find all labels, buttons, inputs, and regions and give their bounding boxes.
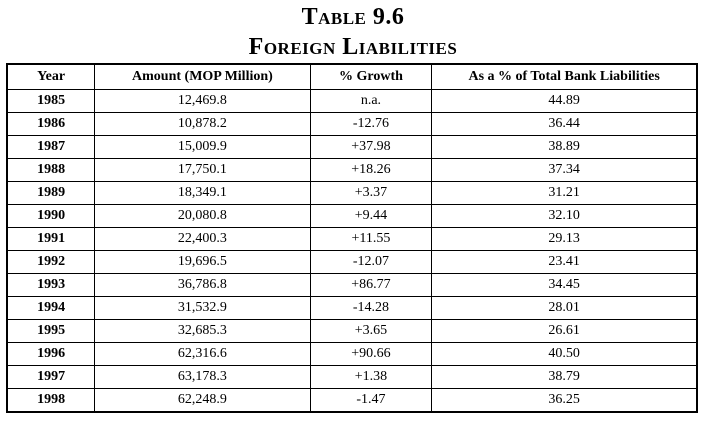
- table-row: 1991 22,400.3 +11.55 29.13: [6, 227, 698, 251]
- cell-year: 1986: [6, 112, 96, 136]
- cell-year: 1985: [6, 89, 96, 113]
- table-row: 1992 19,696.5 -12.07 23.41: [6, 250, 698, 274]
- cell-year: 1997: [6, 365, 96, 389]
- cell-pct-total: 38.89: [431, 135, 698, 159]
- cell-growth: -12.07: [309, 250, 433, 274]
- cell-amount: 20,080.8: [94, 204, 311, 228]
- cell-year: 1991: [6, 227, 96, 251]
- header-growth: % Growth: [309, 63, 433, 90]
- table-row: 1993 36,786.8 +86.77 34.45: [6, 273, 698, 297]
- cell-amount: 10,878.2: [94, 112, 311, 136]
- table-row: 1989 18,349.1 +3.37 31.21: [6, 181, 698, 205]
- table-row: 1994 31,532.9 -14.28 28.01: [6, 296, 698, 320]
- cell-year: 1996: [6, 342, 96, 366]
- table-row: 1998 62,248.9 -1.47 36.25: [6, 388, 698, 413]
- table-subtitle: Foreign Liabilities: [248, 34, 458, 60]
- cell-amount: 36,786.8: [94, 273, 311, 297]
- cell-pct-total: 36.44: [431, 112, 698, 136]
- table-row: 1997 63,178.3 +1.38 38.79: [6, 365, 698, 389]
- cell-growth: n.a.: [309, 89, 433, 113]
- cell-pct-total: 37.34: [431, 158, 698, 182]
- cell-growth: +86.77: [309, 273, 433, 297]
- cell-amount: 12,469.8: [94, 89, 311, 113]
- cell-pct-total: 34.45: [431, 273, 698, 297]
- header-pct-total: As a % of Total Bank Liabilities: [431, 63, 698, 90]
- table-row: 1985 12,469.8 n.a. 44.89: [6, 89, 698, 113]
- cell-pct-total: 29.13: [431, 227, 698, 251]
- cell-amount: 63,178.3: [94, 365, 311, 389]
- cell-pct-total: 38.79: [431, 365, 698, 389]
- table-title: Table 9.6: [301, 4, 405, 30]
- cell-year: 1994: [6, 296, 96, 320]
- cell-pct-total: 28.01: [431, 296, 698, 320]
- header-amount: Amount (MOP Million): [94, 63, 311, 90]
- cell-amount: 18,349.1: [94, 181, 311, 205]
- cell-growth: -1.47: [309, 388, 433, 413]
- header-row: Year Amount (MOP Million) % Growth As a …: [6, 63, 698, 90]
- cell-amount: 19,696.5: [94, 250, 311, 274]
- cell-amount: 62,316.6: [94, 342, 311, 366]
- cell-year: 1995: [6, 319, 96, 343]
- cell-year: 1993: [6, 273, 96, 297]
- cell-growth: -12.76: [309, 112, 433, 136]
- cell-pct-total: 44.89: [431, 89, 698, 113]
- cell-growth: +1.38: [309, 365, 433, 389]
- cell-pct-total: 23.41: [431, 250, 698, 274]
- cell-year: 1989: [6, 181, 96, 205]
- cell-year: 1987: [6, 135, 96, 159]
- cell-growth: -14.28: [309, 296, 433, 320]
- cell-growth: +37.98: [309, 135, 433, 159]
- table-row: 1986 10,878.2 -12.76 36.44: [6, 112, 698, 136]
- cell-pct-total: 40.50: [431, 342, 698, 366]
- table-row: 1988 17,750.1 +18.26 37.34: [6, 158, 698, 182]
- cell-growth: +3.37: [309, 181, 433, 205]
- table-body: 1985 12,469.8 n.a. 44.89 1986 10,878.2 -12.76 3…: [6, 89, 698, 413]
- cell-pct-total: 32.10: [431, 204, 698, 228]
- foreign-liabilities-table: Year Amount (MOP Million) % Growth As a …: [6, 63, 698, 413]
- cell-year: 1990: [6, 204, 96, 228]
- cell-growth: +18.26: [309, 158, 433, 182]
- cell-amount: 31,532.9: [94, 296, 311, 320]
- cell-pct-total: 31.21: [431, 181, 698, 205]
- cell-year: 1992: [6, 250, 96, 274]
- table-row: 1987 15,009.9 +37.98 38.89: [6, 135, 698, 159]
- cell-year: 1988: [6, 158, 96, 182]
- cell-amount: 32,685.3: [94, 319, 311, 343]
- table-title-block: Table 9.6 Foreign Liabilities: [0, 2, 706, 62]
- header-year: Year: [6, 63, 96, 90]
- cell-pct-total: 36.25: [431, 388, 698, 413]
- cell-growth: +3.65: [309, 319, 433, 343]
- cell-year: 1998: [6, 388, 96, 413]
- cell-growth: +11.55: [309, 227, 433, 251]
- cell-amount: 17,750.1: [94, 158, 311, 182]
- cell-amount: 62,248.9: [94, 388, 311, 413]
- table-container: Year Amount (MOP Million) % Growth As a …: [6, 63, 698, 413]
- cell-amount: 22,400.3: [94, 227, 311, 251]
- table-row: 1995 32,685.3 +3.65 26.61: [6, 319, 698, 343]
- cell-growth: +9.44: [309, 204, 433, 228]
- table-row: 1996 62,316.6 +90.66 40.50: [6, 342, 698, 366]
- cell-pct-total: 26.61: [431, 319, 698, 343]
- cell-growth: +90.66: [309, 342, 433, 366]
- cell-amount: 15,009.9: [94, 135, 311, 159]
- table-row: 1990 20,080.8 +9.44 32.10: [6, 204, 698, 228]
